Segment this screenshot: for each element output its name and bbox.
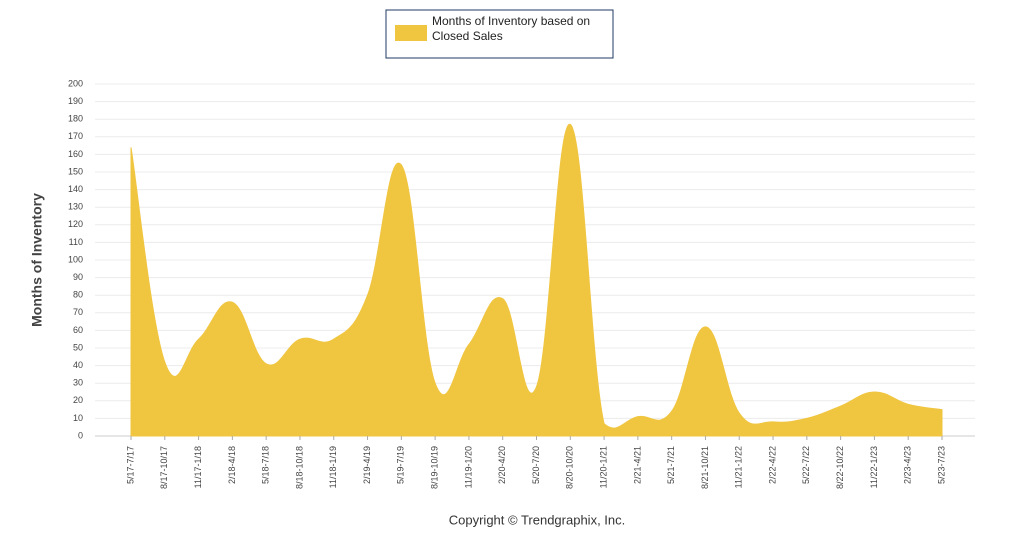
- x-tick-label: 5/22-7/22: [801, 446, 811, 484]
- y-tick-label: 180: [68, 114, 83, 124]
- y-tick-label: 40: [73, 360, 83, 370]
- y-tick-label: 100: [68, 254, 83, 264]
- y-tick-label: 10: [73, 413, 83, 423]
- y-tick-label: 80: [73, 290, 83, 300]
- legend-swatch: [395, 25, 427, 41]
- x-tick-label: 2/22-4/22: [767, 446, 777, 484]
- area: [130, 123, 943, 437]
- x-tick-label: 5/19-7/19: [396, 446, 406, 484]
- x-tick-label: 8/21-10/21: [700, 446, 710, 489]
- y-tick-label: 140: [68, 184, 83, 194]
- y-tick-label: 120: [68, 219, 83, 229]
- y-tick-label: 170: [68, 131, 83, 141]
- x-tick-label: 2/23-4/23: [903, 446, 913, 484]
- x-tick-label: 8/22-10/22: [835, 446, 845, 489]
- y-tick-label: 50: [73, 342, 83, 352]
- y-tick-label: 110: [69, 237, 83, 247]
- y-tick-label: 60: [73, 325, 83, 335]
- footer: Copyright © Trendgraphix, Inc.: [449, 512, 626, 527]
- x-tick-label: 11/19-1/20: [463, 446, 473, 488]
- x-tick-label: 8/17-10/17: [159, 446, 169, 489]
- x-tick-label: 5/18-7/18: [261, 446, 271, 484]
- y-tick-label: 160: [68, 149, 83, 159]
- y-tick-label: 0: [78, 430, 83, 440]
- y-tick-label: 90: [73, 272, 83, 282]
- y-tick-label: 130: [68, 202, 83, 212]
- legend-text-box: Months of Inventory based on Closed Sale…: [432, 14, 591, 43]
- x-tick-label: 2/19-4/19: [362, 446, 372, 484]
- x-tick-label: 11/22-1/23: [869, 446, 879, 488]
- y-tick-label: 200: [68, 78, 83, 88]
- y-tick-label: 20: [73, 395, 83, 405]
- x-tick-label: 5/23-7/23: [936, 446, 946, 484]
- x-tick-label: 11/18-1/19: [328, 446, 338, 488]
- y-tick-label: 70: [73, 307, 83, 317]
- y-tick-label: 30: [73, 378, 83, 388]
- x-tick-label: 5/21-7/21: [666, 446, 676, 484]
- x-tick-label: 11/21-1/22: [734, 446, 744, 488]
- x-tick-label: 8/18-10/18: [294, 446, 304, 489]
- y-tick-label: 150: [68, 166, 83, 176]
- x-tick-label: 11/20-1/21: [598, 446, 608, 488]
- y-tick-label: 190: [68, 96, 83, 106]
- legend-label: Months of Inventory based on Closed Sale…: [432, 14, 591, 43]
- x-tick-label: 8/20-10/20: [565, 446, 575, 489]
- x-tick-label: 8/19-10/19: [430, 446, 440, 489]
- x-tick-label: 2/21-4/21: [632, 446, 642, 484]
- x-tick-label: 5/20-7/20: [531, 446, 541, 484]
- x-tick-label: 2/18-4/18: [227, 446, 237, 484]
- x-tick-label: 2/20-4/20: [497, 446, 507, 484]
- x-tick-label: 11/17-1/18: [193, 446, 203, 488]
- x-tick-label: 5/17-7/17: [125, 446, 135, 484]
- y-axis-label: Months of Inventory: [29, 193, 45, 327]
